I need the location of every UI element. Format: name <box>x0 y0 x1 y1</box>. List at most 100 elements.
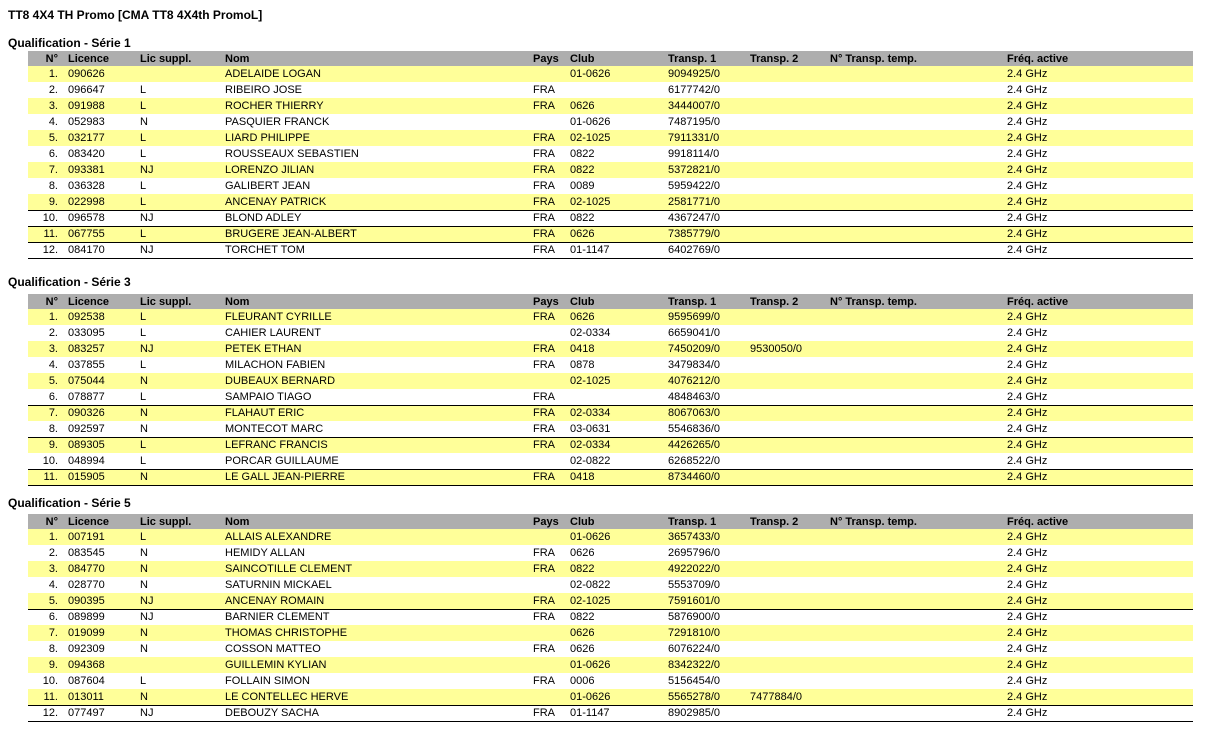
transp2-cell <box>750 453 830 469</box>
club-cell: 0822 <box>570 611 595 624</box>
freq-cell: 2.4 GHz <box>1007 611 1048 624</box>
transp-temp-cell <box>830 341 1007 357</box>
country-cell <box>533 66 570 82</box>
freq-cell: 2.4 GHz <box>1007 100 1048 112</box>
club-cell: 01-1147 <box>570 707 610 719</box>
lic-suppl-cell: L <box>140 531 147 543</box>
club-cell: 02-0334 <box>570 327 611 339</box>
club-cell: 03-0631 <box>570 422 611 435</box>
transp2-cell <box>750 609 830 625</box>
country-cell: FRA <box>533 164 555 176</box>
lic-suppl-cell: L <box>140 359 147 371</box>
name-cell: COSSON MATTEO <box>225 643 321 655</box>
freq-cell: 2.4 GHz <box>1007 454 1048 467</box>
club-cell: 01-0626 <box>570 531 611 543</box>
country-cell: FRA <box>533 611 555 624</box>
rank-cell: 2. <box>48 327 58 339</box>
transp1-cell: 4848463/0 <box>668 390 720 403</box>
country-cell: FRA <box>533 180 555 192</box>
transp2-cell <box>750 469 830 485</box>
country-cell <box>533 625 570 641</box>
name-cell: RIBEIRO JOSE <box>225 84 303 96</box>
rank-cell: 8. <box>48 180 58 192</box>
licence-cell: 048994 <box>68 454 105 467</box>
transp-temp-cell <box>830 577 1007 593</box>
name-cell: LE GALL JEAN-PIERRE <box>225 471 346 483</box>
country-cell: FRA <box>533 84 555 96</box>
lic-suppl-cell: N <box>140 690 148 703</box>
rank-cell: 12. <box>42 707 58 719</box>
transp1-cell: 2695796/0 <box>668 547 720 559</box>
col-header-pays: Pays <box>533 52 559 65</box>
country-cell: FRA <box>533 471 555 483</box>
rank-cell: 6. <box>48 390 58 403</box>
table-row: 1. 007191 L ALLAIS ALEXANDRE 01-0626 3657433/… <box>28 529 1193 545</box>
club-cell: 02-1025 <box>570 132 611 144</box>
col-header-club: Club <box>570 52 595 65</box>
section-title-serie-1: Qualification - Série 1 <box>8 36 131 50</box>
col-header-freq: Fréq. active <box>1007 52 1069 65</box>
name-cell: TORCHET TOM <box>225 244 305 256</box>
table-row: 11. 013011 N LE CONTELLEC HERVE 01-0626 55652… <box>28 689 1193 705</box>
table-row: 12. 084170 NJ TORCHET TOM FRA 01-1147 6402769/… <box>28 242 1193 258</box>
section-title-serie-3: Qualification - Série 3 <box>8 275 131 289</box>
licence-cell: 083257 <box>68 343 105 355</box>
col-header-transp2: Transp. 2 <box>750 295 799 308</box>
country-cell: FRA <box>533 594 555 607</box>
lic-suppl-cell: N <box>140 547 148 559</box>
qualification-table-serie-5: N° Licence Lic suppl. Nom Pays Club Transp. 1 T… <box>28 514 1193 722</box>
transp-temp-cell <box>830 98 1007 114</box>
table-row: 10. 096578 NJ BLOND ADLEY FRA 0822 4367247/0 2.… <box>28 210 1193 226</box>
country-cell: FRA <box>533 244 555 256</box>
col-header-transp-temp: N° Transp. temp. <box>830 52 917 65</box>
club-cell: 0089 <box>570 180 595 192</box>
freq-cell: 2.4 GHz <box>1007 579 1048 591</box>
transp2-cell <box>750 657 830 673</box>
lic-suppl-cell: NJ <box>140 611 154 624</box>
rank-cell: 11. <box>43 471 58 483</box>
table-header-row: N° Licence Lic suppl. Nom Pays Club Transp. 1 T… <box>28 51 1193 66</box>
col-header-transp2: Transp. 2 <box>750 52 799 65</box>
rank-cell: 6. <box>48 148 58 160</box>
table-row: 6. 083420 L ROUSSEAUX SEBASTIEN FRA 0822 99181… <box>28 146 1193 162</box>
lic-suppl-cell: N <box>140 563 148 575</box>
licence-cell: 033095 <box>68 327 105 339</box>
col-header-lic-suppl: Lic suppl. <box>140 515 192 528</box>
lic-suppl-cell: NJ <box>140 594 154 607</box>
rank-cell: 8. <box>48 643 58 655</box>
country-cell: FRA <box>533 195 555 208</box>
rank-cell: 4. <box>48 359 58 371</box>
col-header-transp1: Transp. 1 <box>668 52 717 65</box>
lic-suppl-cell: L <box>140 195 147 208</box>
transp1-cell: 7911331/0 <box>668 132 720 144</box>
transp2-cell <box>750 437 830 453</box>
table-row: 9. 022998 L ANCENAY PATRICK FRA 02-1025 258177… <box>28 194 1193 210</box>
rank-cell: 3. <box>48 343 58 355</box>
transp-temp-cell <box>830 689 1007 705</box>
transp-temp-cell <box>830 114 1007 130</box>
freq-cell: 2.4 GHz <box>1007 132 1048 144</box>
lic-suppl-cell: L <box>140 180 147 192</box>
transp2-cell <box>750 194 830 210</box>
licence-cell: 077497 <box>68 707 105 719</box>
rank-cell: 5. <box>48 132 58 144</box>
table-row: 5. 090395 NJ ANCENAY ROMAIN FRA 02-1025 759160… <box>28 593 1193 609</box>
name-cell: PORCAR GUILLAUME <box>225 454 339 467</box>
transp2-cell <box>750 325 830 341</box>
lic-suppl-cell <box>140 66 225 82</box>
transp1-cell: 6177742/0 <box>668 84 720 96</box>
licence-cell: 092538 <box>68 311 105 323</box>
rank-cell: 7. <box>48 164 58 176</box>
freq-cell: 2.4 GHz <box>1007 375 1048 387</box>
name-cell: THOMAS CHRISTOPHE <box>225 627 348 639</box>
transp1-cell: 9918114/0 <box>668 148 720 160</box>
transp1-cell: 5372821/0 <box>668 164 720 176</box>
transp-temp-cell <box>830 210 1007 226</box>
rank-cell: 10. <box>42 212 58 224</box>
table-row: 7. 019099 N THOMAS CHRISTOPHE 0626 7291810/0 2… <box>28 625 1193 641</box>
licence-cell: 092309 <box>68 643 105 655</box>
table-row: 2. 083545 N HEMIDY ALLAN FRA 0626 2695796/0 2.4… <box>28 545 1193 561</box>
lic-suppl-cell: L <box>140 311 147 323</box>
transp2-cell <box>750 577 830 593</box>
col-header-num: N° <box>45 515 58 528</box>
